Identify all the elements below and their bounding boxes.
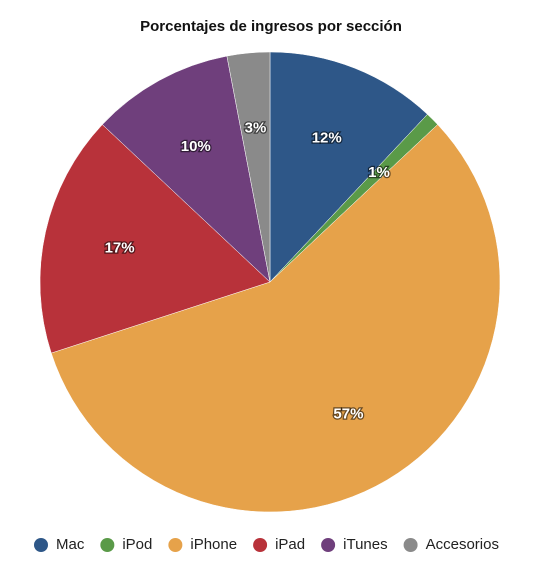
data-label: 3% xyxy=(245,120,267,137)
legend-marker xyxy=(100,538,115,552)
data-label: 12% xyxy=(312,130,342,147)
legend-label: Accesorios xyxy=(426,536,499,553)
data-label: 1% xyxy=(368,164,390,181)
legend-label: iPhone xyxy=(190,536,237,553)
legend-label: iPad xyxy=(275,536,305,553)
pie-slice xyxy=(101,55,271,283)
legend-marker xyxy=(321,538,336,552)
legend-marker xyxy=(168,538,183,552)
legend-marker xyxy=(253,538,268,552)
legend-label: Mac xyxy=(56,536,85,553)
pie-slice xyxy=(226,51,271,283)
chart-title: Porcentajes de ingresos por sección xyxy=(140,18,402,35)
legend-label: iTunes xyxy=(343,536,387,553)
pie-slice xyxy=(50,124,501,513)
legend-marker xyxy=(403,538,418,552)
data-label: 17% xyxy=(105,239,135,256)
pie-slice xyxy=(39,124,271,354)
data-label: 57% xyxy=(333,406,363,423)
data-label: 10% xyxy=(181,138,211,155)
legend-label: iPod xyxy=(122,536,152,553)
legend-marker xyxy=(34,538,48,552)
pie-slice xyxy=(269,51,428,283)
